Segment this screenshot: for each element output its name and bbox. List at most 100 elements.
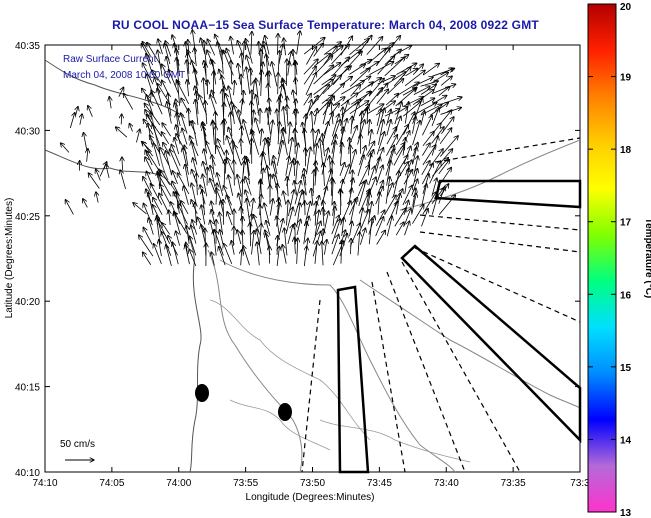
current-vector (359, 228, 365, 245)
current-vector (193, 158, 198, 175)
current-vector (230, 112, 232, 137)
current-vector (369, 62, 393, 75)
current-vector (288, 190, 294, 217)
current-vector (312, 221, 321, 244)
current-vector (211, 252, 215, 266)
current-vector (384, 57, 405, 77)
current-vector (394, 107, 408, 115)
current-vector (351, 102, 358, 126)
current-vector (183, 186, 189, 205)
current-vector (216, 183, 217, 205)
current-vector (432, 84, 455, 94)
current-vector (395, 222, 404, 236)
current-vector (145, 157, 154, 174)
current-vector (393, 171, 400, 197)
current-vector (246, 67, 251, 94)
transect-8 (434, 137, 581, 163)
current-vector (402, 87, 417, 96)
y-axis-label: Latitude (Degrees:Minutes) (4, 198, 15, 319)
current-vector (315, 241, 317, 264)
current-vector (376, 132, 384, 155)
current-vector (357, 76, 371, 85)
current-vector (241, 250, 242, 266)
current-vector (166, 245, 172, 267)
current-vector (150, 92, 151, 102)
current-vector (234, 80, 235, 96)
current-vector (420, 84, 436, 95)
current-vector (296, 219, 301, 236)
current-vector (368, 153, 370, 176)
current-vector (122, 157, 123, 171)
current-vector (341, 240, 342, 264)
study-zones (336, 179, 582, 474)
current-vector (284, 38, 286, 56)
current-vector (165, 151, 172, 175)
current-vector (358, 232, 360, 256)
current-vector (350, 221, 353, 237)
current-vector (331, 234, 339, 255)
current-vector (288, 62, 290, 76)
current-vector (439, 110, 452, 125)
current-vector (349, 51, 363, 66)
x-axis-label: Longitude (Degrees:Minutes) (246, 492, 375, 503)
current-vector (395, 193, 400, 215)
current-vector (413, 86, 430, 95)
current-vector-field (60, 30, 462, 267)
current-vector (241, 139, 242, 155)
current-vector (217, 139, 225, 156)
current-vector (323, 163, 324, 186)
depth-contour-2 (219, 259, 456, 473)
current-vector (202, 174, 208, 197)
depth-contour-5 (209, 299, 371, 441)
current-vector (234, 105, 241, 125)
current-vector (404, 221, 410, 236)
current-vector (378, 192, 380, 215)
current-vector (287, 176, 288, 197)
transect-4 (401, 261, 521, 473)
current-vector (438, 195, 455, 215)
current-vector (160, 147, 170, 166)
current-vector (241, 53, 243, 76)
current-vector (403, 169, 413, 185)
current-vector (440, 76, 452, 86)
current-vector (358, 209, 369, 235)
x-tick-label: 73:35 (501, 478, 526, 489)
colorbar-tick-label: 18 (620, 145, 632, 156)
current-vector (404, 168, 409, 194)
current-vector (294, 158, 295, 177)
current-vector (331, 46, 343, 56)
current-vector (349, 200, 355, 224)
current-vector (393, 116, 401, 135)
current-vector (412, 77, 433, 87)
map-layers: Raw Surface Current March 04, 2008 10:00… (44, 30, 582, 474)
current-vector (340, 143, 342, 166)
current-vector (247, 159, 249, 176)
current-vector (349, 64, 365, 75)
current-vector (412, 116, 415, 134)
current-vector (304, 100, 312, 125)
current-vector (246, 198, 251, 227)
current-vector (402, 185, 412, 206)
current-vector (106, 164, 110, 179)
current-vector (190, 236, 197, 256)
current-vector (204, 149, 208, 166)
current-vector (358, 208, 363, 226)
current-vector (191, 225, 197, 244)
y-tick-label: 40:25 (15, 212, 40, 223)
current-vector (200, 38, 206, 55)
current-vector (430, 149, 444, 167)
current-vector (438, 167, 451, 186)
colorbar-ticks: 20 19 18 17 16 15 14 13 (588, 2, 632, 518)
current-vector (332, 114, 339, 137)
current-vector (272, 62, 278, 87)
current-vector (243, 120, 251, 145)
current-vector (330, 83, 345, 97)
current-vector (377, 56, 395, 75)
legend-line-2: March 04, 2008 10:00 GMT (63, 70, 185, 81)
current-vector (207, 39, 216, 56)
current-vector (142, 141, 152, 153)
current-vector (143, 177, 153, 195)
current-vector (231, 60, 232, 84)
current-vector (210, 165, 216, 187)
current-vector (432, 95, 446, 105)
